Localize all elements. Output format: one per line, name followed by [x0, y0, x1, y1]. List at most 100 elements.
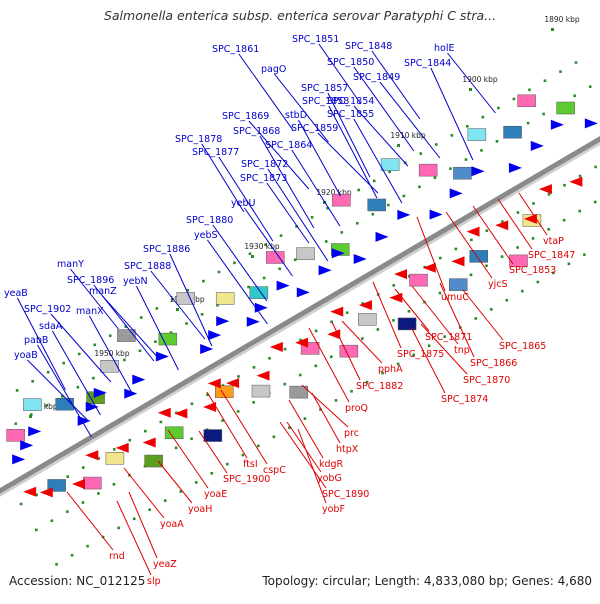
track-dot	[76, 385, 80, 389]
track-dot	[174, 446, 178, 450]
track-dot	[505, 298, 509, 302]
track-dot	[217, 270, 221, 274]
track-dot	[583, 253, 586, 256]
track-dot	[593, 200, 597, 204]
reverse-gene-arrow	[71, 478, 85, 489]
track-dot	[268, 356, 271, 360]
track-dot	[427, 344, 431, 348]
track-dot	[512, 97, 516, 101]
forward-gene-arrow	[124, 388, 138, 399]
forward-gene-label: SPC_1886	[143, 244, 190, 255]
track-dot	[547, 227, 550, 231]
forward-leader-line	[298, 119, 341, 197]
track-dot	[542, 112, 545, 116]
track-dot	[233, 261, 236, 265]
gene-feature	[453, 166, 472, 180]
forward-leader-line	[318, 43, 362, 105]
forward-gene-arrow	[20, 440, 34, 451]
track-dot	[97, 457, 101, 460]
track-dot	[81, 501, 85, 504]
track-dot	[248, 252, 252, 256]
reverse-leader-line	[410, 326, 446, 394]
forward-gene-arrow	[530, 140, 544, 151]
track-dot	[171, 298, 174, 301]
track-dot	[469, 273, 473, 277]
reverse-gene-label: SPC_1900	[223, 474, 270, 485]
gene-feature	[289, 385, 308, 399]
track-dot	[154, 340, 157, 343]
track-dot	[210, 471, 214, 475]
track-dot	[66, 510, 69, 513]
forward-gene-arrow	[12, 454, 26, 465]
track-dot	[500, 255, 504, 258]
map-title: Salmonella enterica subsp. enterica sero…	[103, 8, 497, 23]
reverse-gene-arrow	[174, 408, 188, 419]
forward-gene-label: manY	[57, 259, 84, 270]
forward-gene-label: pagO	[261, 64, 286, 75]
reverse-gene-arrow	[523, 213, 537, 224]
reverse-gene-label: SPC_1875	[397, 349, 444, 360]
track-dot	[485, 264, 488, 268]
reverse-gene-label: yoaH	[188, 504, 212, 515]
forward-gene-label: SPC_1880	[186, 215, 233, 226]
track-dot	[117, 526, 120, 530]
reverse-gene-arrow	[157, 407, 171, 418]
forward-gene-arrow	[584, 118, 598, 129]
track-dot	[480, 149, 483, 152]
forward-leader-line	[259, 135, 315, 229]
kbp-label: 1900 kbp	[462, 75, 498, 84]
track-dot	[412, 353, 415, 357]
track-dot	[578, 174, 582, 178]
forward-gene-arrow	[132, 374, 146, 385]
forward-leader-line	[70, 268, 119, 330]
forward-gene-arrow	[375, 231, 389, 242]
track-dot	[221, 419, 224, 422]
reverse-gene-label: yobF	[322, 504, 345, 515]
forward-leader-line	[430, 67, 474, 161]
track-dot	[474, 317, 478, 320]
accession-text: Accession: NC_012125	[9, 574, 146, 588]
forward-gene-arrow	[246, 316, 260, 327]
gene-feature	[517, 94, 536, 108]
forward-gene-label: stbD	[285, 110, 307, 121]
track-dot	[594, 165, 597, 169]
track-dot	[70, 553, 74, 557]
forward-gene-label: yoaB	[14, 350, 38, 361]
track-dot	[293, 258, 297, 262]
track-dot	[252, 366, 256, 369]
track-dot	[485, 229, 489, 233]
gene-feature	[164, 426, 184, 440]
track-dot	[433, 176, 437, 180]
reverse-leader-line	[116, 500, 152, 576]
reverse-gene-label: prc	[344, 428, 359, 439]
track-dot	[295, 225, 298, 228]
forward-gene-arrow	[331, 248, 345, 259]
track-dot	[449, 167, 452, 170]
track-dot	[314, 364, 318, 368]
forward-gene-arrow	[254, 302, 268, 313]
track-dot	[372, 179, 376, 183]
track-dot	[450, 134, 454, 137]
track-dot	[241, 453, 245, 457]
track-dot	[357, 188, 360, 192]
reverse-gene-label: SPC_1853	[509, 265, 556, 276]
track-dot	[562, 218, 566, 222]
forward-leader-line	[207, 239, 268, 325]
track-dot	[29, 413, 33, 416]
forward-gene-label: holE	[434, 43, 454, 54]
forward-gene-label: yebN	[123, 276, 148, 287]
gene-feature	[251, 384, 271, 398]
track-dot	[418, 185, 421, 189]
forward-gene-arrow	[429, 209, 443, 220]
track-dot	[326, 206, 329, 210]
reverse-leader-line	[411, 285, 459, 345]
track-dot	[464, 158, 468, 161]
reverse-leader-line	[198, 430, 228, 474]
kbp-label: 1910 kbp	[390, 131, 426, 140]
track-dot	[388, 170, 392, 174]
kbp-label: 1950 kbp	[94, 349, 130, 358]
track-dot	[392, 284, 396, 287]
track-dot	[356, 221, 359, 225]
track-dot	[194, 481, 198, 484]
forward-leader-line	[102, 295, 157, 357]
